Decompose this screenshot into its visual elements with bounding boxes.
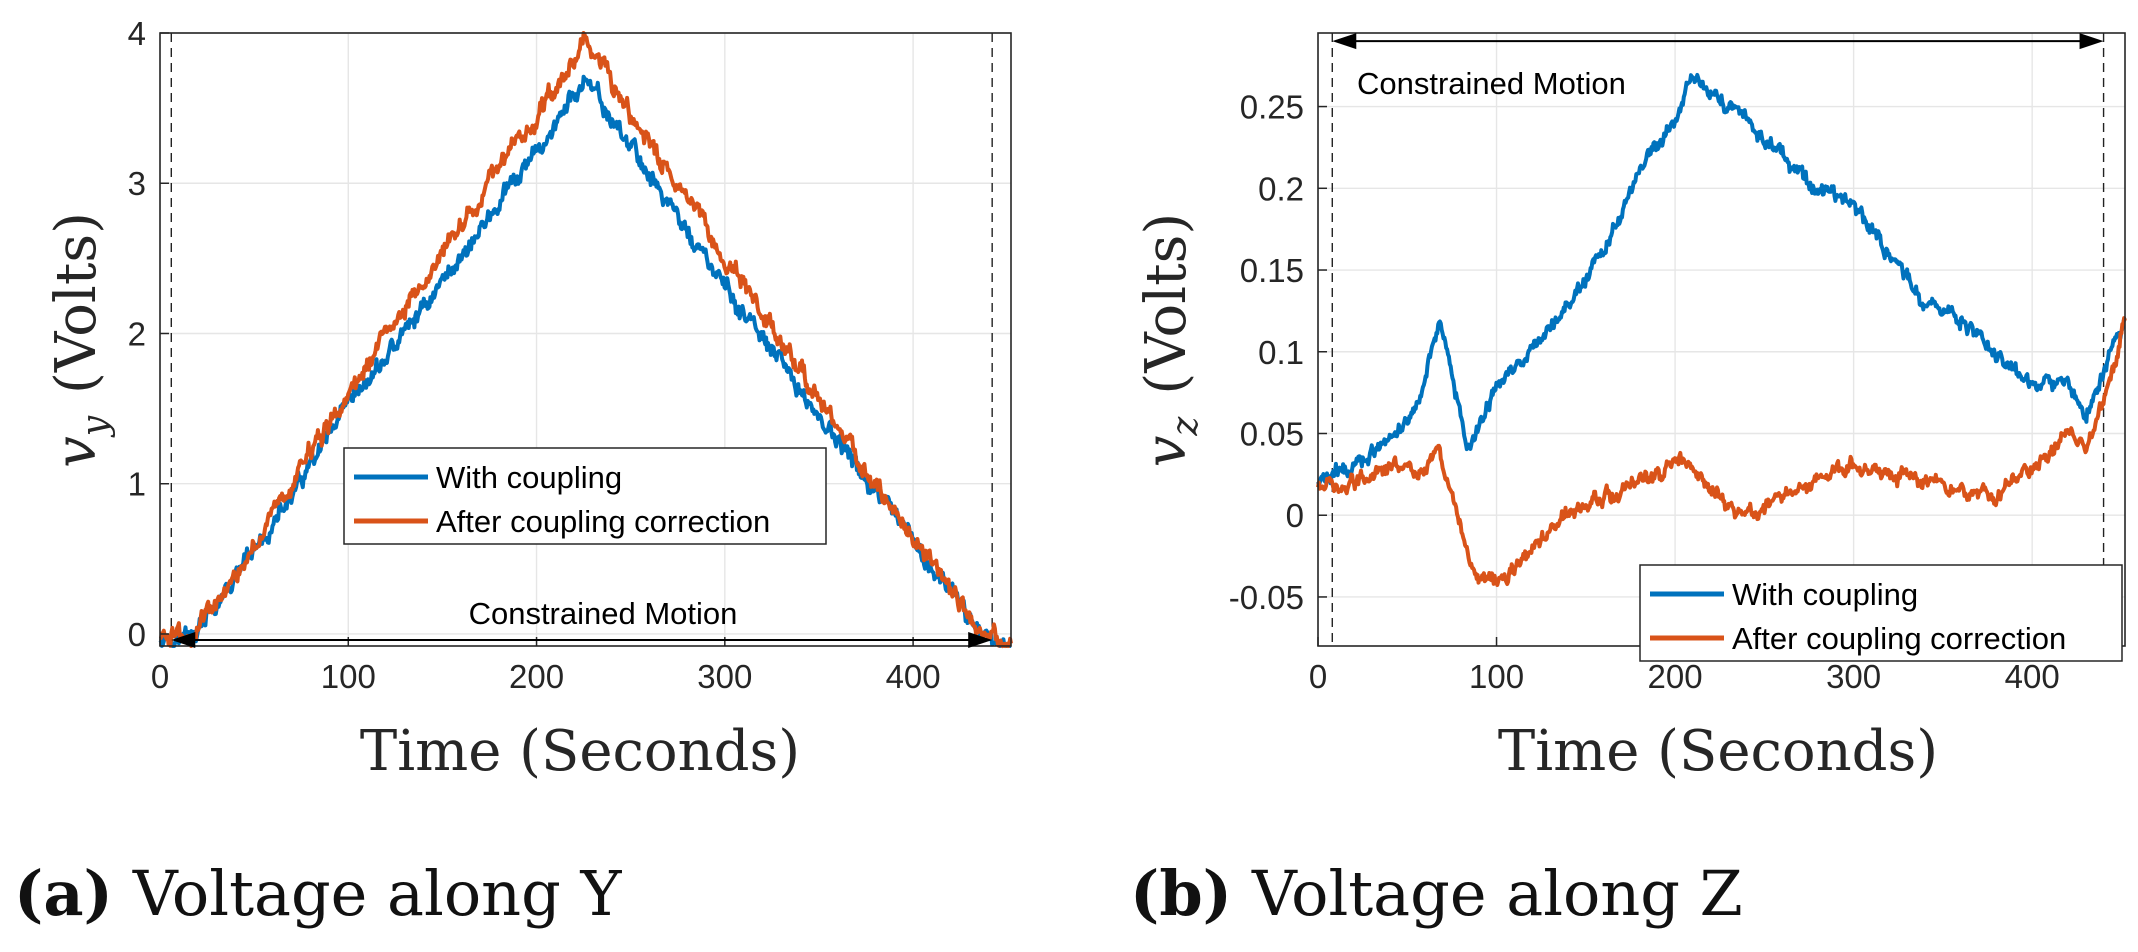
chart-panel-b: 0 100 200 300 400 -0.05 0 0.05 0.1 0.15 0.2 0.25 Co… (1130, 32, 2127, 930)
legend-box-b (1639, 564, 2123, 662)
svg-text:(b)Voltage along Z: (b) Voltage along Z (1130, 857, 1743, 930)
ticks-b: 0 100 200 300 400 -0.05 0 0.05 0.1 0.15 0.2 0.25 (1229, 89, 2060, 695)
y-tick-label: 0 (1286, 497, 1304, 534)
caption-label-a: (a) (14, 857, 113, 930)
y-tick-label: 0.1 (1258, 334, 1304, 371)
axes-box-a (159, 32, 1012, 647)
series-line-after-correction (1316, 316, 2127, 587)
y-axis-symbol-a: v (44, 436, 109, 468)
y-tick-label: 3 (128, 165, 146, 202)
y-axis-label-a: vy (Volts) (44, 212, 116, 468)
x-tick-label: 0 (1309, 658, 1327, 695)
series-line-after-correction (158, 31, 1013, 648)
x-tick-label: 400 (886, 658, 941, 695)
svg-text:vy(Volts): vy (Volts) (44, 212, 116, 468)
y-tick-label: 0.15 (1240, 252, 1304, 289)
x-axis-label-b: Time (Seconds) (1498, 719, 1938, 784)
x-axis-label-a: Time (Seconds) (360, 719, 800, 784)
y-axis-subscript-b: z (1165, 416, 1206, 437)
y-axis-symbol-b: v (1134, 435, 1199, 467)
legend-a: With coupling After coupling correction (343, 447, 827, 545)
y-tick-label: 1 (128, 466, 146, 503)
legend-label-with-coupling-b: With coupling (1732, 577, 1918, 612)
legend-b: With coupling After coupling correction (1639, 564, 2123, 662)
x-tick-label: 200 (1648, 658, 1703, 695)
series-line-with-coupling (1316, 72, 2127, 487)
vlines-b (1331, 33, 2105, 646)
y-axis-subscript-a: y (75, 415, 116, 438)
legend-label-after-correction-b: After coupling correction (1732, 621, 2066, 656)
y-axis-units-a: (Volts) (44, 212, 109, 394)
arrow-head-right (2079, 33, 2104, 50)
legend-label-after-correction-a: After coupling correction (436, 504, 770, 539)
ticks-a: 0 100 200 300 400 0 1 2 3 4 (128, 15, 941, 695)
y-tick-label: 0 (128, 616, 146, 653)
constrained-arrow-a (171, 631, 993, 648)
x-tick-label: 300 (1826, 658, 1881, 695)
x-tick-label: 300 (697, 658, 752, 695)
caption-text-b: Voltage along Z (1251, 857, 1743, 930)
y-axis-label-b: vz (Volts) (1134, 213, 1206, 467)
x-tick-label: 100 (1469, 658, 1524, 695)
caption-label-b: (b) (1130, 857, 1232, 930)
x-tick-label: 0 (151, 658, 169, 695)
svg-text:(a)Voltage along Y: (a) Voltage along Y (14, 857, 622, 930)
arrow-head-left (171, 631, 196, 648)
y-tick-label: 0.05 (1240, 415, 1304, 452)
arrow-head-left (1332, 33, 1357, 50)
arrow-head-right (968, 631, 993, 648)
y-axis-units-b: (Volts) (1134, 213, 1199, 395)
legend-box-a (343, 447, 827, 545)
y-tick-label: 0.2 (1258, 170, 1304, 207)
plot-area-b (1318, 33, 2125, 646)
plot-area-a (160, 33, 1011, 646)
svg-text:vz(Volts): vz (Volts) (1134, 213, 1206, 467)
legend-label-with-coupling-a: With coupling (436, 460, 622, 495)
caption-text-a: Voltage along Y (132, 857, 623, 930)
constrained-arrow-b (1332, 33, 2104, 50)
x-tick-label: 100 (321, 658, 376, 695)
y-tick-label: 2 (128, 315, 146, 352)
x-tick-label: 200 (509, 658, 564, 695)
annotation-text-b: Constrained Motion (1357, 66, 1626, 101)
y-tick-label: -0.05 (1229, 579, 1304, 616)
series-b (1316, 72, 2127, 587)
y-tick-label: 0.25 (1240, 89, 1304, 126)
annotation-text-a: Constrained Motion (469, 596, 738, 631)
series-a (158, 31, 1013, 648)
vlines-a (170, 33, 993, 646)
chart-panel-a: 0 100 200 300 400 0 1 2 3 4 Constrained Motion Wi… (14, 15, 1013, 930)
y-tick-label: 4 (128, 15, 146, 52)
x-tick-label: 400 (2005, 658, 2060, 695)
